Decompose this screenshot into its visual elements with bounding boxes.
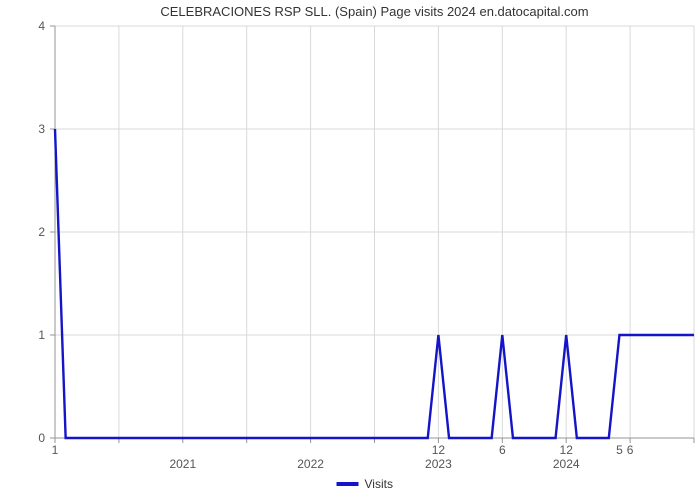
legend-swatch xyxy=(337,482,359,486)
y-tick-label: 2 xyxy=(38,225,45,239)
y-tick-label: 0 xyxy=(38,431,45,445)
chart-background xyxy=(0,0,700,500)
x-tick-label-top: 6 xyxy=(627,443,634,457)
x-tick-label-top: 6 xyxy=(499,443,506,457)
y-tick-label: 1 xyxy=(38,328,45,342)
x-tick-label-top: 12 xyxy=(560,443,574,457)
x-tick-label-bottom: 2022 xyxy=(297,457,324,471)
x-tick-label-top: 12 xyxy=(432,443,446,457)
chart-title: CELEBRACIONES RSP SLL. (Spain) Page visi… xyxy=(160,4,588,19)
x-tick-label-top: 1 xyxy=(52,443,59,457)
visits-line-chart: CELEBRACIONES RSP SLL. (Spain) Page visi… xyxy=(0,0,700,500)
y-tick-label: 4 xyxy=(38,19,45,33)
x-tick-label-bottom: 2024 xyxy=(553,457,580,471)
x-tick-label-top: 5 xyxy=(616,443,623,457)
legend-label: Visits xyxy=(365,477,393,491)
x-tick-label-bottom: 2021 xyxy=(169,457,196,471)
y-tick-label: 3 xyxy=(38,122,45,136)
x-tick-label-bottom: 2023 xyxy=(425,457,452,471)
